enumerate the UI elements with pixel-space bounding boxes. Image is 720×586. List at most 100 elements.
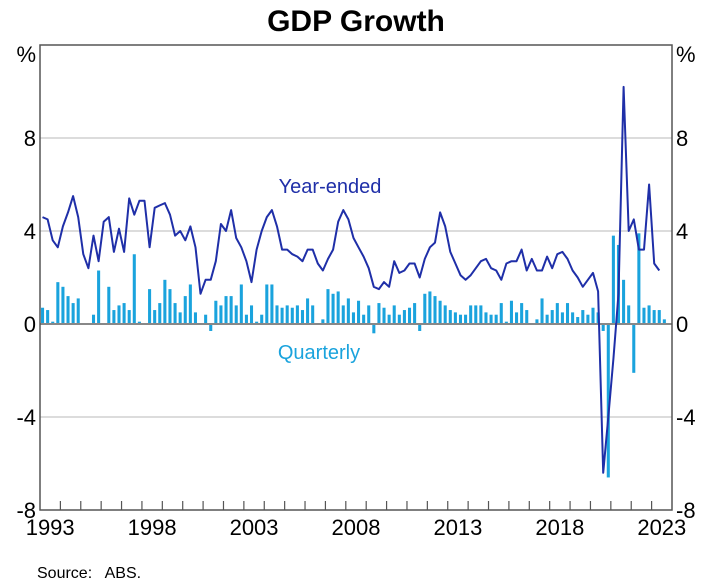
quarterly-bar xyxy=(168,289,172,324)
quarterly-bar xyxy=(622,279,626,324)
quarterly-bar xyxy=(433,296,437,324)
quarterly-bar xyxy=(637,233,641,324)
quarterly-bar xyxy=(387,314,391,324)
quarterly-bar xyxy=(249,305,254,324)
y-tick-label-right: -4 xyxy=(676,405,696,430)
y-axis-left-labels: -8 -4 0 4 8 xyxy=(16,126,36,523)
quarterly-bar xyxy=(112,310,116,324)
quarterly-bar xyxy=(255,321,259,324)
quarterly-label: Quarterly xyxy=(278,342,360,364)
quarterly-bar xyxy=(428,291,432,324)
quarterly-bar xyxy=(351,312,355,324)
y-unit-left: % xyxy=(16,42,36,67)
quarterly-bar xyxy=(642,307,646,324)
quarterly-bar xyxy=(652,310,656,324)
y-tick-label-left: 8 xyxy=(24,126,36,151)
quarterly-bar xyxy=(367,305,371,324)
quarterly-bar xyxy=(193,312,197,324)
quarterly-bar xyxy=(591,307,595,324)
x-tick-label: 1993 xyxy=(26,515,75,540)
quarterly-bar xyxy=(117,305,121,324)
quarterly-bar xyxy=(509,300,513,324)
quarterly-bar xyxy=(438,300,442,324)
quarterly-bar xyxy=(204,314,208,324)
quarterly-bar xyxy=(662,319,666,324)
source-note: Source: ABS. xyxy=(37,565,141,582)
quarterly-bar xyxy=(550,310,554,324)
x-tick-label: 2008 xyxy=(332,515,381,540)
quarterly-bar xyxy=(326,289,330,324)
quarterly-bar xyxy=(260,314,264,324)
quarterly-bar xyxy=(107,286,111,324)
quarterly-bar xyxy=(407,307,412,324)
quarterly-bar xyxy=(489,314,493,324)
quarterly-bar xyxy=(311,305,315,324)
quarterly-bar xyxy=(606,324,610,478)
quarterly-bar xyxy=(148,289,152,324)
quarterly-bar xyxy=(362,314,366,324)
quarterly-bar xyxy=(418,324,422,331)
quarterly-bar xyxy=(163,279,167,324)
quarterly-bar xyxy=(224,296,228,324)
quarterly-bar xyxy=(448,310,452,324)
quarterly-bar xyxy=(555,303,559,324)
quarterly-bar xyxy=(657,310,661,324)
quarterly-bar xyxy=(275,305,279,324)
quarterly-bar xyxy=(423,293,427,324)
quarterly-bar xyxy=(520,303,524,324)
quarterly-bar xyxy=(632,324,636,373)
quarterly-bar xyxy=(306,298,310,324)
quarterly-bar xyxy=(122,303,126,324)
quarterly-bar xyxy=(382,307,386,324)
quarterly-bar xyxy=(413,303,417,324)
quarterly-bar xyxy=(499,303,503,324)
quarterly-bar xyxy=(576,317,580,324)
quarterly-bar xyxy=(188,284,192,324)
quarterly-bar xyxy=(97,270,101,324)
quarterly-bar xyxy=(239,284,243,324)
quarterly-bar xyxy=(504,321,508,324)
y-tick-label-right: 4 xyxy=(676,219,688,244)
quarterly-bar xyxy=(173,303,177,324)
quarterly-bar xyxy=(458,314,463,324)
y-unit-right: % xyxy=(676,42,696,67)
quarterly-bar xyxy=(586,314,590,324)
quarterly-bar xyxy=(66,296,70,324)
x-axis-labels: 1993 1998 2003 2008 2013 2018 2023 xyxy=(26,515,687,540)
quarterly-bar xyxy=(647,305,651,324)
quarterly-bar xyxy=(295,305,299,324)
quarterly-bar xyxy=(285,305,289,324)
plot-frame xyxy=(39,44,673,511)
x-tick-label: 2023 xyxy=(637,515,686,540)
quarterly-bar xyxy=(336,291,340,324)
quarterly-bar xyxy=(76,298,80,324)
x-tick-label: 2003 xyxy=(230,515,279,540)
quarterly-bar xyxy=(265,284,269,324)
quarterly-bar xyxy=(132,254,136,324)
quarterly-bar xyxy=(392,305,396,324)
y-tick-label-right: -8 xyxy=(676,498,696,523)
quarterly-bar xyxy=(515,312,519,324)
quarterly-bar xyxy=(178,312,182,324)
quarterly-bar xyxy=(331,293,335,324)
quarterly-bar xyxy=(51,321,55,324)
y-axis-right-labels: -8 -4 0 4 8 xyxy=(676,126,696,523)
year-ended-label: Year-ended xyxy=(279,176,382,198)
quarterly-bar xyxy=(484,312,488,324)
quarterly-bar xyxy=(209,324,213,331)
quarterly-bar xyxy=(535,319,539,324)
quarterly-bar xyxy=(56,282,60,324)
year-ended-line xyxy=(42,85,661,474)
quarterly-bar xyxy=(377,303,381,324)
quarterly-bar xyxy=(214,300,218,324)
quarterly-bar xyxy=(560,312,564,324)
y-tick-label-left: -4 xyxy=(16,405,36,430)
quarterly-bar xyxy=(545,314,549,324)
quarterly-bar xyxy=(474,305,478,324)
quarterly-bar xyxy=(464,314,468,324)
quarterly-bar xyxy=(127,310,131,324)
y-tick-label-left: -8 xyxy=(16,498,36,523)
quarterly-bar xyxy=(61,286,65,324)
quarterly-bar xyxy=(234,305,238,324)
